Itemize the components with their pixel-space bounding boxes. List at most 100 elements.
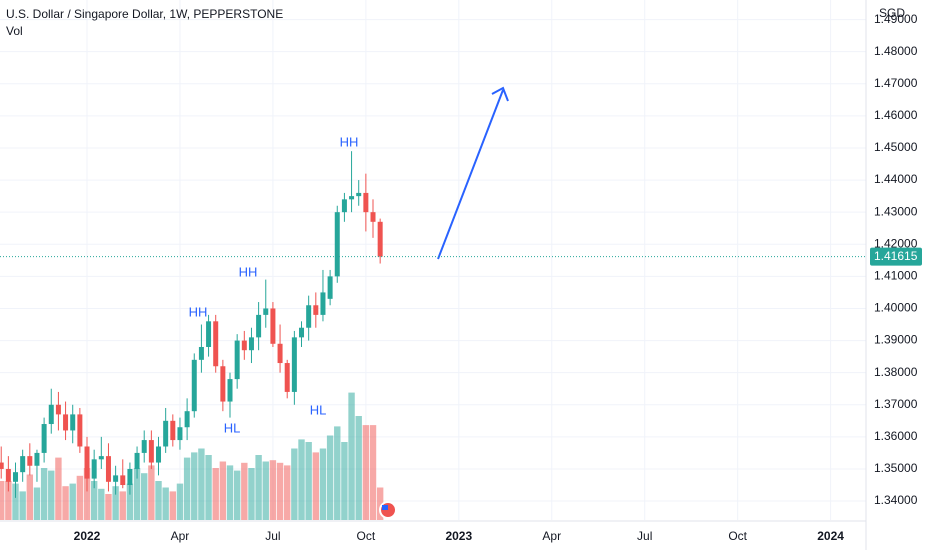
candle-body	[256, 314, 262, 338]
volume-bar	[83, 468, 91, 520]
candle-body	[263, 308, 269, 315]
candle-body	[77, 414, 83, 447]
volume-bar	[334, 426, 341, 520]
volume-bar	[12, 483, 19, 520]
volume-bar	[62, 486, 69, 520]
candle-body	[170, 420, 176, 441]
volume-bar	[362, 425, 370, 520]
pattern-annotation: HH	[239, 264, 258, 279]
y-tick-label: 1.39000	[874, 333, 918, 347]
volume-bar	[148, 465, 155, 520]
candle-body	[177, 427, 183, 441]
grid	[0, 0, 866, 520]
pattern-annotation: HL	[310, 402, 327, 417]
candle-body	[234, 340, 240, 380]
volume-bar	[98, 488, 105, 520]
volume-bar	[341, 442, 348, 520]
volume-bar	[90, 481, 98, 520]
x-tick-label: Apr	[542, 529, 561, 543]
y-tick-label: 1.45000	[874, 140, 918, 154]
candle-body	[356, 192, 362, 197]
volume-bar	[176, 483, 184, 520]
volume-bar	[105, 494, 112, 520]
y-tick-label: 1.35000	[874, 461, 918, 475]
candle-body	[84, 446, 90, 479]
candle-body	[291, 337, 297, 392]
y-tick-label: 1.40000	[874, 301, 918, 315]
volume-bar	[48, 470, 55, 520]
candle-body	[299, 327, 305, 338]
volume-bar	[355, 416, 362, 520]
candle-body	[284, 363, 290, 392]
volume-bar	[183, 457, 191, 520]
candle-body	[113, 475, 119, 482]
pattern-annotation: HH	[189, 304, 208, 319]
candle-body	[13, 472, 19, 482]
candle-body	[70, 414, 76, 431]
candle-body	[206, 321, 212, 347]
pattern-annotation: HL	[224, 420, 241, 435]
volume-label: Vol	[6, 24, 23, 38]
y-tick-label: 1.49000	[874, 12, 918, 26]
candle-body	[27, 456, 33, 466]
candle-body	[91, 459, 97, 479]
event-icon	[379, 501, 397, 519]
volume-pane	[0, 392, 384, 520]
candle-body	[363, 192, 369, 213]
candle-body	[0, 462, 4, 469]
candle-body	[227, 379, 233, 402]
y-tick-label: 1.46000	[874, 108, 918, 122]
volume-bar	[198, 448, 205, 520]
candle-body	[248, 337, 254, 351]
volume-bar	[376, 487, 384, 520]
volume-bar	[298, 439, 305, 520]
volume-bar	[5, 481, 12, 520]
volume-bar	[33, 487, 41, 520]
volume-bar	[326, 435, 334, 520]
volume-bar	[269, 460, 277, 520]
volume-bar	[69, 483, 76, 520]
volume-bar	[26, 474, 34, 520]
candle-body	[184, 411, 190, 428]
volume-bar	[55, 457, 62, 520]
volume-bar	[191, 452, 198, 520]
candle-body	[63, 414, 69, 431]
volume-bar	[319, 448, 327, 520]
volume-bar	[219, 461, 227, 520]
volume-bar	[248, 468, 255, 520]
volume-bar	[133, 468, 141, 520]
volume-bar	[262, 461, 269, 520]
volume-bar	[369, 425, 377, 520]
volume-bar	[169, 491, 177, 520]
candle-body	[120, 475, 126, 486]
volume-bar	[212, 468, 219, 520]
volume-bar	[126, 483, 134, 520]
x-tick-label: 2023	[445, 529, 472, 543]
y-tick-label: 1.47000	[874, 76, 918, 90]
volume-bar	[141, 473, 148, 520]
last-price-box	[870, 247, 922, 266]
chart-title: U.S. Dollar / Singapore Dollar, 1W, PEPP…	[6, 7, 283, 21]
trend-arrow	[437, 86, 509, 260]
candle-body	[341, 199, 347, 213]
volume-bar	[119, 491, 126, 520]
volume-bar	[19, 491, 26, 520]
candle-body	[320, 292, 326, 315]
candle-body	[306, 305, 312, 328]
candle-body	[127, 468, 133, 486]
x-tick-label: Oct	[728, 529, 747, 543]
x-tick-label: Jul	[265, 529, 280, 543]
x-tick-label: Apr	[171, 529, 190, 543]
candle-body	[277, 343, 283, 364]
volume-bar	[305, 442, 312, 520]
candle-body	[148, 440, 154, 463]
candle-body	[163, 420, 169, 447]
candle-body	[105, 456, 111, 482]
y-tick-label: 1.38000	[874, 365, 918, 379]
candle-body	[220, 366, 226, 402]
volume-bar	[312, 452, 320, 520]
candle-body	[370, 212, 376, 222]
volume-bar	[76, 475, 84, 520]
